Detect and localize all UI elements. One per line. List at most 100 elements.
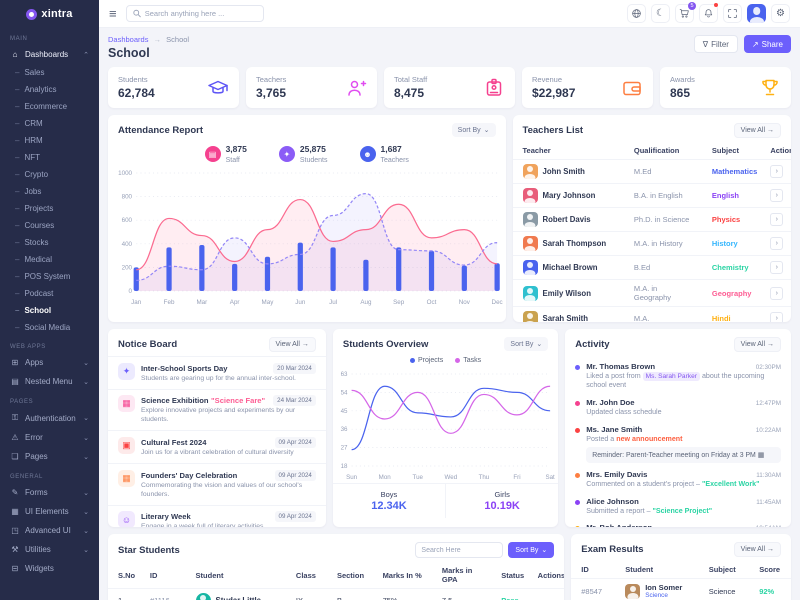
stat-card-students: Students 62,784 (108, 67, 239, 108)
sidebar-subitem[interactable]: NFT (0, 149, 99, 166)
theme-toggle-button[interactable]: ☾ (651, 4, 670, 23)
activity-user-badge[interactable]: Ms. Sarah Parker (642, 371, 700, 381)
sidebar-subitem[interactable]: Ecommerce (0, 98, 99, 115)
sidebar-item[interactable]: ◳ Advanced UI ⌄ (0, 521, 99, 540)
page-title: School (108, 46, 150, 60)
notice-item[interactable]: ▣ Cultural Fest 2024 09 Apr 2024 Join (108, 430, 326, 463)
sidebar-subitem[interactable]: POS System (0, 268, 99, 285)
svg-text:54: 54 (340, 389, 348, 396)
svg-text:0: 0 (129, 288, 133, 295)
notice-view-all-button[interactable]: View All → (268, 337, 316, 352)
row-action-button[interactable]: › (770, 261, 784, 274)
exam-view-all-button[interactable]: View All → (733, 542, 781, 557)
teachers-view-all-button[interactable]: View All → (733, 123, 781, 138)
sidebar-subitem[interactable]: Social Media (0, 319, 99, 336)
sidebar-item[interactable]: ⊞ Apps ⌄ (0, 353, 99, 372)
star-search-input[interactable] (415, 542, 504, 558)
sidebar-item[interactable]: ▤ Nested Menu ⌄ (0, 372, 99, 391)
menu-toggle-button[interactable]: ≡ (109, 6, 117, 21)
sidebar-subitem[interactable]: Sales (0, 64, 99, 81)
row-action-button[interactable]: › (770, 286, 784, 300)
global-search[interactable] (125, 5, 264, 22)
row-action-button[interactable]: › (770, 165, 784, 178)
sidebar-item[interactable]: ⊟ Widgets (0, 559, 99, 578)
attendance-stat-icon: ▤ (204, 146, 221, 162)
sidebar-subitem[interactable]: Courses (0, 217, 99, 234)
breadcrumb-dashboards[interactable]: Dashboards (108, 35, 149, 44)
fullscreen-button[interactable] (723, 4, 742, 23)
search-input[interactable] (144, 9, 257, 18)
sidebar-item-label: Error (25, 433, 43, 442)
notification-dot (714, 3, 718, 7)
sidebar-item[interactable]: ⚿ Authentication ⌄ (0, 408, 99, 428)
notice-item[interactable]: ▦ Founders' Day Celebration 09 Apr 2024 (108, 463, 326, 505)
row-action-button[interactable]: › (770, 312, 784, 322)
language-button[interactable] (627, 4, 646, 23)
notice-board-card: Notice Board View All → ✦ Inter-School S… (108, 329, 326, 527)
student-subject-link[interactable]: Science (645, 592, 668, 599)
sidebar-item[interactable]: ▦ UI Elements ⌄ (0, 502, 99, 521)
sidebar-subitem[interactable]: Medical (0, 251, 99, 268)
sidebar-item[interactable]: ✎ Forms ⌄ (0, 483, 99, 502)
teacher-row: Sarah Smith M.A. Hindi › (512, 306, 791, 322)
notice-item-icon: ✦ (118, 362, 135, 380)
activity-time: 10:54AM (756, 525, 781, 527)
teacher-qualification: Ph.D. in Science (623, 207, 702, 232)
gear-icon: ⚙ (776, 7, 785, 19)
attendance-sort-button[interactable]: Sort By ⌄ (451, 123, 496, 137)
teacher-row: Sarah Thompson M.A. in History History › (512, 231, 791, 256)
cart-button[interactable]: 5 (675, 2, 696, 23)
row-action-button[interactable]: › (770, 213, 784, 226)
sidebar-subitem[interactable]: Crypto (0, 166, 99, 183)
sidebar-subitem[interactable]: Projects (0, 200, 99, 217)
sidebar-subitem[interactable]: CRM (0, 115, 99, 132)
brand-logo[interactable]: xintra (0, 0, 99, 28)
svg-text:Jul: Jul (329, 299, 337, 306)
sidebar-item[interactable]: ❏ Pages ⌄ (0, 447, 99, 466)
sidebar-subitem[interactable]: Jobs (0, 183, 99, 200)
notifications-button[interactable] (699, 3, 718, 23)
sidebar-item[interactable]: ⚠ Error ⌄ (0, 428, 99, 447)
row-action-button[interactable]: › (770, 237, 784, 250)
activity-highlight[interactable]: new announcement (616, 434, 683, 443)
attendance-stat-icon: ✦ (278, 146, 295, 162)
sidebar-item-dashboards[interactable]: ⌂ Dashboards ⌃ (0, 45, 99, 64)
activity-quote: Reminder: Parent-Teacher meeting on Frid… (586, 447, 781, 464)
chevron-up-icon: ⌃ (83, 51, 89, 59)
sidebar-subitem[interactable]: Stocks (0, 234, 99, 251)
sidebar-subitem[interactable]: HRM (0, 132, 99, 149)
settings-button[interactable]: ⚙ (771, 4, 790, 23)
activity-dot (575, 427, 581, 433)
notice-item-desc: Commemorating the vision and values of o… (141, 481, 303, 498)
students-overview-sort-button[interactable]: Sort By ⌄ (504, 337, 549, 351)
chevron-down-icon: ⌄ (541, 547, 548, 554)
share-button[interactable]: ↗ Share (743, 35, 791, 53)
sidebar-item-label: UI Elements (25, 507, 69, 516)
activity-highlight[interactable]: "Excellent Work" (701, 480, 760, 489)
sidebar-subitem[interactable]: School (0, 302, 99, 319)
row-action-button[interactable]: › (770, 189, 784, 202)
star-sort-button[interactable]: Sort By ⌄ (508, 542, 555, 558)
stat-card-staff: Total Staff 8,475 (384, 67, 515, 108)
sidebar-subitem-label: Projects (24, 204, 54, 213)
sidebar-subitem[interactable]: Podcast (0, 285, 99, 302)
stat-card-awards: Awards 865 (660, 67, 791, 108)
teacher-name: Michael Brown (542, 263, 598, 272)
activity-highlight[interactable]: "Science Project" (652, 506, 713, 515)
profile-avatar[interactable] (747, 4, 766, 23)
row-actions-button[interactable]: ⋯ (538, 596, 546, 600)
notice-item[interactable]: ☺ Literary Week 09 Apr 2024 Engage in (108, 504, 326, 527)
exam-result-row: #8547 Ion Somer Science S (571, 578, 791, 600)
notice-item[interactable]: ▦ Science Exhibition "Science Fare" 24 M… (108, 388, 326, 431)
avatar (522, 188, 538, 203)
sidebar-subitem[interactable]: Analytics (0, 81, 99, 98)
sidebar-section-pages: PAGES (10, 399, 34, 405)
attendance-stat: ▤ 3,875 Staff (204, 144, 247, 164)
activity-time: 12:47PM (755, 399, 781, 407)
notice-item[interactable]: ✦ Inter-School Sports Day 20 Mar 2024 (108, 356, 326, 389)
sidebar-item[interactable]: ⚒ Utilities ⌄ (0, 540, 99, 559)
activity-view-all-button[interactable]: View All → (733, 337, 781, 352)
filter-button[interactable]: ∇ Filter (693, 35, 738, 53)
activity-dot (575, 400, 581, 406)
notice-item-desc: Join us for a vibrant celebration of cul… (141, 448, 294, 456)
